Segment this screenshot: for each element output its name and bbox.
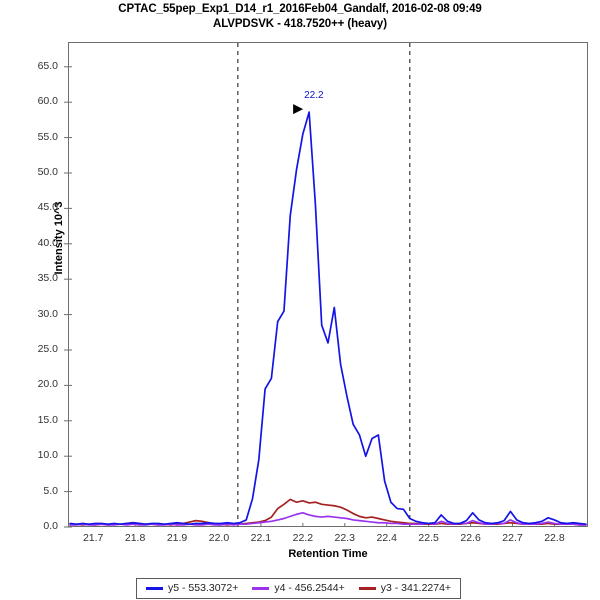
legend-item-y3[interactable]: y3 - 341.2274+ [358,582,452,594]
legend-swatch-y5 [146,586,163,590]
x-tick-2: 21.9 [166,532,188,544]
legend-item-y5[interactable]: y5 - 553.3072+ [146,582,238,594]
x-tick-9: 22.6 [460,532,481,544]
y-tick-3: 15.0 [37,413,58,426]
chart-title-block: CPTAC_55pep_Exp1_D14_r1_2016Feb04_Gandal… [0,2,600,32]
x-tick-11: 22.8 [544,532,565,544]
x-tick-3: 22.0 [208,532,230,544]
legend-item-y4[interactable]: y4 - 456.2544+ [252,582,345,594]
x-tick-0: 21.7 [82,532,104,544]
x-tick-8: 22.5 [418,532,439,544]
y-tick-7: 35.0 [37,272,58,285]
series-line-y4[interactable] [69,511,587,526]
y-tick-12: 60.0 [37,95,58,108]
x-tick-5: 22.2 [292,532,314,544]
y-tick-2: 10.0 [37,449,58,462]
y-tick-5: 25.0 [37,342,58,355]
x-axis-label: Retention Time [288,548,368,560]
x-tick-4: 22.1 [250,532,272,544]
chart-title-line1: CPTAC_55pep_Exp1_D14_r1_2016Feb04_Gandal… [118,3,482,15]
y-tick-0: 0.0 [43,520,58,532]
y-tick-9: 45.0 [37,201,58,214]
y-tick-4: 20.0 [37,378,58,391]
legend-swatch-y4 [252,586,270,590]
legend-label-y3: y3 - 341.2274+ [380,582,452,594]
y-tick-8: 40.0 [37,236,58,249]
x-tick-6: 22.3 [334,532,355,544]
peak-apex-marker [293,104,304,115]
chart-legend: y5 - 553.3072+ y4 - 456.2544+ y3 - 341.2… [136,578,462,599]
legend-swatch-y3 [358,586,376,590]
peak-apex-label: 22.2 [304,90,324,102]
x-tick-1: 21.8 [124,532,146,544]
x-tick-10: 22.7 [502,532,523,544]
plot-area[interactable] [68,42,588,527]
y-tick-6: 30.0 [37,307,58,320]
series-line-y5[interactable] [69,111,587,526]
chart-title-line2: ALVPDSVK - 418.7520++ (heavy) [213,18,387,30]
y-tick-11: 55.0 [37,130,58,143]
legend-label-y4: y4 - 456.2544+ [274,582,345,594]
y-tick-1: 5.0 [43,484,58,497]
x-tick-7: 22.4 [376,532,397,544]
legend-label-y5: y5 - 553.3072+ [168,582,239,594]
y-tick-10: 50.0 [37,165,58,178]
y-tick-13: 65.0 [37,59,58,72]
